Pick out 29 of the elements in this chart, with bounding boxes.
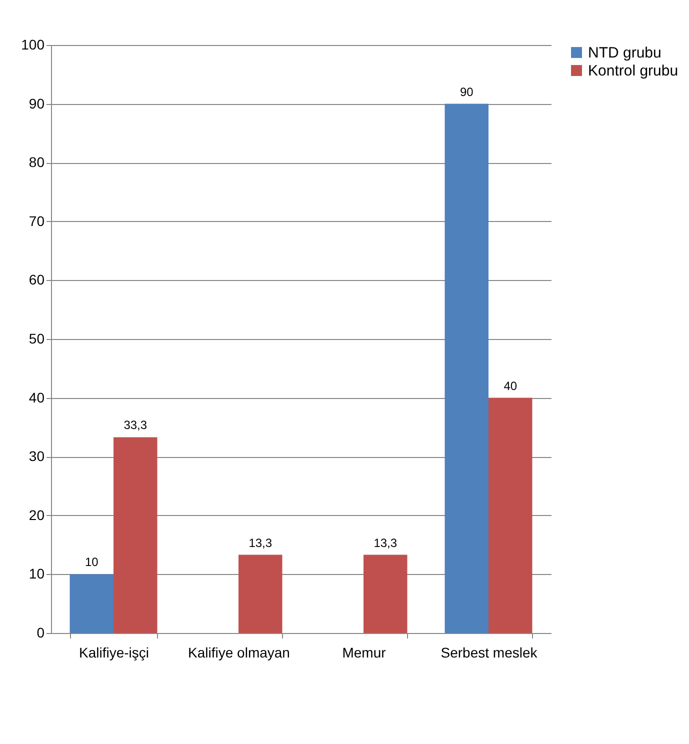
- x-tick-label: Kalifiye olmayan: [188, 644, 290, 660]
- data-label: 90: [460, 84, 474, 99]
- data-label: 13,3: [374, 536, 398, 550]
- bar: [114, 437, 158, 633]
- data-label: 10: [84, 555, 99, 570]
- y-tick-label: 60: [28, 272, 45, 288]
- legend-label: Kontrol grubu: [588, 62, 678, 80]
- x-tick-label: Memur: [342, 644, 386, 660]
- bar: [70, 574, 114, 633]
- bar: [488, 398, 532, 633]
- y-tick-label: 50: [28, 330, 45, 346]
- y-tick-label: 10: [28, 566, 45, 582]
- y-tick-label: 80: [28, 154, 45, 170]
- x-tick-label: Kalifiye-işçi: [78, 644, 150, 660]
- y-tick-label: 30: [28, 448, 45, 464]
- data-label: 33,3: [124, 418, 148, 432]
- data-label: 13,3: [248, 536, 272, 550]
- y-tick-label: 100: [21, 36, 45, 52]
- legend-label: NTD grubu: [588, 44, 662, 62]
- y-tick-label: 90: [28, 95, 45, 112]
- y-tick-label: 0: [36, 624, 45, 640]
- y-tick-label: 40: [28, 389, 45, 406]
- x-tick-label: Serbest meslek: [440, 644, 538, 660]
- y-tick-label: 70: [28, 212, 45, 229]
- bar: [364, 554, 408, 633]
- bar: [238, 554, 282, 633]
- data-label: 40: [504, 378, 518, 393]
- bar: [444, 104, 488, 633]
- y-tick-label: 20: [28, 506, 45, 523]
